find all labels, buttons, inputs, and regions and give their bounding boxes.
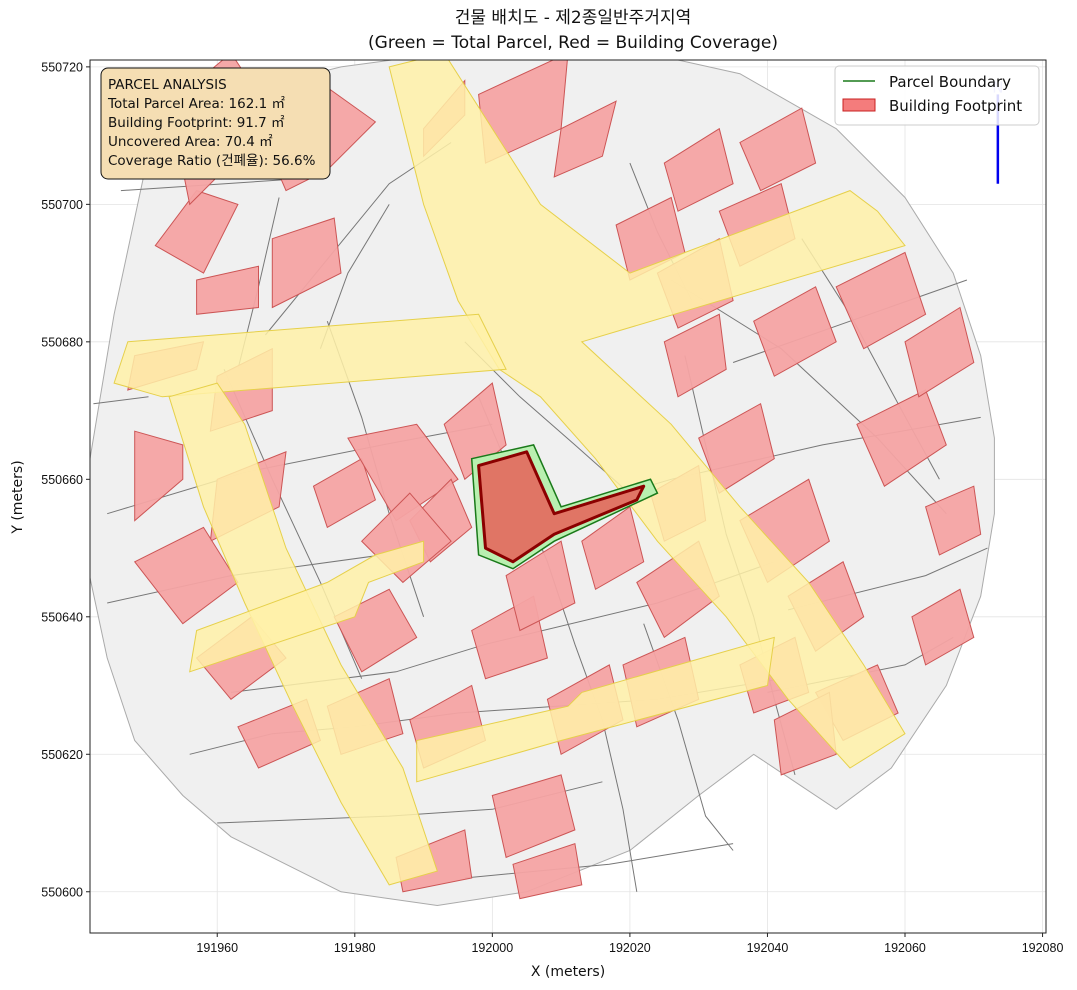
info-line-footprint: Building Footprint: 91.7 ㎡ — [108, 115, 285, 131]
x-tick-label-2: 192000 — [471, 941, 513, 955]
info-line-uncovered: Uncovered Area: 70.4 ㎡ — [108, 134, 273, 150]
info-line-coverage: Coverage Ratio (건폐율): 56.6% — [108, 153, 316, 169]
plot-frame — [89, 59, 1047, 934]
x-tick-label-5: 192060 — [884, 941, 926, 955]
building-25 — [505, 540, 576, 632]
x-axis-label: X (meters) — [531, 964, 605, 980]
x-tick-label-0: 191960 — [196, 941, 238, 955]
building-43 — [924, 485, 982, 556]
road-1 — [113, 313, 507, 398]
target-building — [477, 450, 646, 564]
parcel-line-19 — [319, 204, 390, 349]
building-12 — [312, 457, 377, 529]
building-51 — [739, 107, 817, 192]
y-tick-label-4: 550680 — [41, 335, 83, 349]
road-0 — [388, 60, 906, 769]
y-tick-label-0: 550600 — [41, 885, 83, 899]
building-42 — [835, 251, 927, 350]
building-29 — [512, 842, 583, 900]
parcel-line-1 — [93, 396, 149, 405]
building-47 — [753, 286, 837, 377]
parcel-analysis-box: PARCEL ANALYSIS Total Parcel Area: 162.1… — [100, 67, 331, 180]
building-0 — [196, 265, 259, 315]
road-4 — [416, 636, 775, 783]
x-tick-label-6: 192080 — [1022, 941, 1064, 955]
building-27 — [491, 774, 576, 859]
legend-box — [834, 65, 1040, 126]
road-3 — [189, 540, 425, 673]
building-32 — [581, 505, 645, 591]
building-44 — [911, 588, 975, 666]
legend-parcel-boundary-label: Parcel Boundary — [889, 73, 1011, 91]
x-tick-label-3: 192020 — [609, 941, 651, 955]
x-axis-ticks: 191960 191980 192000 192020 192040 192060 1920… — [196, 933, 1063, 955]
info-line-total-area: Total Parcel Area: 162.1 ㎡ — [107, 96, 285, 112]
building-7 — [553, 100, 617, 178]
building-16 — [347, 423, 459, 522]
y-tick-label-3: 550660 — [41, 473, 83, 487]
info-line-title: PARCEL ANALYSIS — [108, 77, 227, 93]
parcel-line-18 — [670, 279, 947, 515]
building-8 — [271, 217, 342, 309]
map-layer — [90, 60, 995, 907]
chart-title-line1: 건물 배치도 - 제2종일반주거지역 — [455, 8, 691, 28]
building-50 — [663, 127, 734, 212]
y-axis-label: Y (meters) — [10, 460, 26, 534]
info-box-background — [100, 67, 331, 180]
building-40 — [856, 389, 947, 487]
legend-building-footprint-swatch — [842, 98, 876, 112]
parcel-line-2 — [107, 423, 493, 515]
x-tick-label-1: 191980 — [334, 941, 376, 955]
y-tick-label-6: 550720 — [41, 60, 83, 74]
legend-building-footprint-label: Building Footprint — [889, 97, 1022, 115]
x-tick-label-4: 192040 — [747, 941, 789, 955]
building-41 — [904, 306, 975, 398]
y-tick-label-5: 550700 — [41, 198, 83, 212]
chart-title-line2: (Green = Total Parcel, Red = Building Co… — [368, 33, 778, 53]
building-10 — [134, 430, 184, 522]
y-tick-label-1: 550620 — [41, 748, 83, 762]
building-48 — [663, 313, 727, 398]
legend: Parcel Boundary Building Footprint — [834, 65, 1040, 126]
y-axis-ticks: 550600 550620 550640 550660 550680 550700 5507… — [41, 60, 90, 899]
parcel-line-7 — [464, 843, 734, 879]
y-tick-label-2: 550640 — [41, 610, 83, 624]
